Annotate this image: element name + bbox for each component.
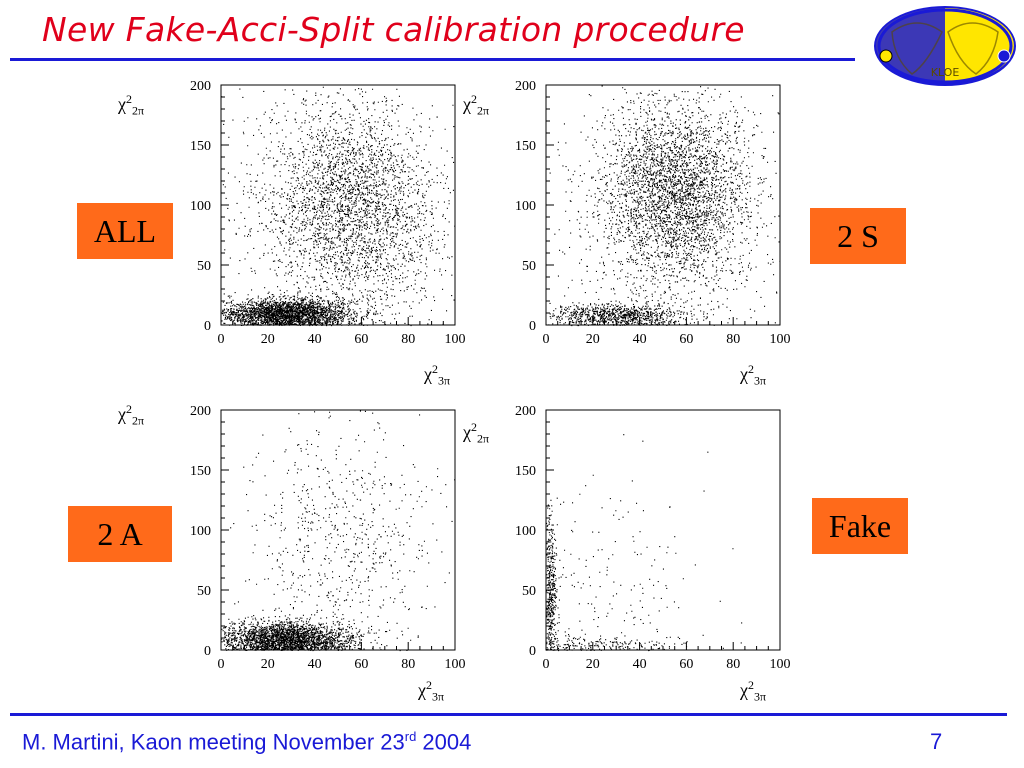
xlabel-2a: χ23π: [418, 678, 445, 704]
tag-all: ALL: [77, 203, 173, 259]
slide-title: New Fake-Acci-Split calibration procedur…: [42, 10, 745, 49]
tag-2s: 2 S: [810, 208, 906, 264]
tag-fake: Fake: [812, 498, 908, 554]
y-tick-label: 0: [204, 644, 211, 659]
y-tick-label: 100: [190, 524, 211, 539]
x-tick-label: 0: [218, 657, 225, 672]
y-tick-label: 150: [190, 464, 211, 479]
x-tick-label: 100: [770, 657, 791, 672]
scatter-plot-2s: 0 20 40 60 80 100 0 50 100 150 200: [500, 75, 800, 350]
x-tick-label: 60: [354, 332, 368, 347]
y-tick-label: 0: [204, 319, 211, 334]
scatter-svg: 0 20 40 60 80 100 0 50 100 150 200: [515, 404, 791, 672]
footer-author: M. Martini, Kaon meeting November 23rd 2…: [22, 729, 472, 755]
y-tick-label: 100: [190, 199, 211, 214]
scatter-point-cloud: [221, 410, 456, 652]
x-tick-label: 0: [218, 332, 225, 347]
x-tick-label: 100: [445, 657, 466, 672]
scatter-plot-fake: 0 20 40 60 80 100 0 50 100 150 200: [500, 400, 800, 675]
y-tick-label: 50: [522, 259, 536, 274]
footer-rule: [10, 713, 1007, 716]
x-tick-label: 40: [633, 332, 647, 347]
scatter-points: [221, 86, 456, 327]
scatter-svg: 0 20 40 60 80 100 0 50 100 150 200: [190, 79, 466, 347]
title-rule: [10, 58, 855, 61]
y-tick-label: 150: [190, 139, 211, 154]
x-tick-label: 20: [261, 657, 275, 672]
x-tick-label: 40: [308, 657, 322, 672]
x-tick-label: 80: [726, 657, 740, 672]
ylabel-all: χ22π: [118, 92, 145, 118]
xlabel-fake: χ23π: [740, 678, 767, 704]
scatter-points: [548, 85, 781, 327]
x-tick-label: 40: [308, 332, 322, 347]
scatter-svg: 0 20 40 60 80 100 0 50 100 150 200: [515, 79, 791, 347]
logo-text: KLOE: [931, 66, 960, 79]
scatter-plot-all: 0 20 40 60 80 100 0 50 100 150 200: [175, 75, 475, 350]
xlabel-2s: χ23π: [740, 362, 767, 388]
tag-2a: 2 A: [68, 506, 172, 562]
page-number: 7: [930, 729, 943, 754]
scatter-point-cloud: [548, 85, 781, 327]
plot-frame: [545, 409, 781, 651]
y-tick-label: 100: [515, 199, 536, 214]
y-tick-label: 50: [522, 584, 536, 599]
scatter-points: [546, 434, 743, 652]
scatter-point-cloud: [221, 86, 456, 327]
xlabel-all: χ23π: [424, 362, 451, 388]
x-tick-label: 80: [726, 332, 740, 347]
y-tick-label: 150: [515, 464, 536, 479]
y-tick-label: 200: [190, 79, 211, 94]
plot-frame: [545, 84, 781, 326]
x-tick-label: 0: [543, 657, 550, 672]
x-tick-label: 20: [586, 657, 600, 672]
x-tick-label: 100: [445, 332, 466, 347]
scatter-point-cloud: [546, 434, 743, 652]
ylabel-fake: χ22π: [463, 420, 490, 446]
x-tick-label: 20: [261, 332, 275, 347]
ylabel-2a: χ22π: [118, 402, 145, 428]
y-tick-label: 150: [515, 139, 536, 154]
x-tick-label: 100: [770, 332, 791, 347]
y-tick-label: 100: [515, 524, 536, 539]
scatter-points: [221, 410, 456, 652]
y-tick-label: 200: [515, 79, 536, 94]
ylabel-2s: χ22π: [463, 92, 490, 118]
x-tick-label: 20: [586, 332, 600, 347]
x-tick-label: 60: [679, 332, 693, 347]
scatter-plot-2a: 0 20 40 60 80 100 0 50 100 150 200: [175, 400, 475, 675]
x-tick-label: 80: [401, 332, 415, 347]
y-tick-label: 50: [197, 584, 211, 599]
x-tick-label: 40: [633, 657, 647, 672]
y-tick-label: 200: [515, 404, 536, 419]
y-tick-label: 0: [529, 319, 536, 334]
scatter-svg: 0 20 40 60 80 100 0 50 100 150 200: [190, 404, 466, 672]
x-tick-label: 80: [401, 657, 415, 672]
y-tick-label: 50: [197, 259, 211, 274]
kloe-logo-icon: KLOE: [874, 6, 1016, 86]
x-tick-label: 60: [679, 657, 693, 672]
x-tick-label: 60: [354, 657, 368, 672]
y-tick-label: 200: [190, 404, 211, 419]
y-tick-label: 0: [529, 644, 536, 659]
x-tick-label: 0: [543, 332, 550, 347]
